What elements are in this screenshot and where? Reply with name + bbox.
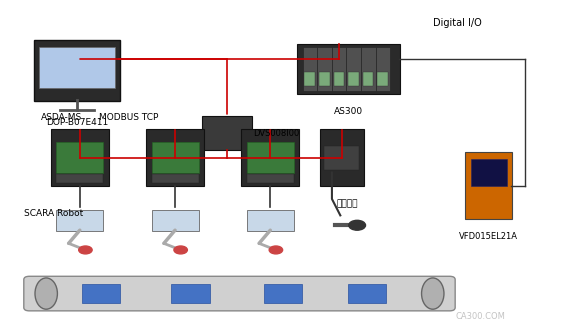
- FancyBboxPatch shape: [221, 139, 225, 143]
- FancyBboxPatch shape: [263, 284, 302, 303]
- Circle shape: [348, 220, 365, 230]
- FancyBboxPatch shape: [247, 142, 294, 173]
- FancyBboxPatch shape: [202, 116, 252, 150]
- FancyBboxPatch shape: [247, 210, 294, 231]
- FancyBboxPatch shape: [208, 139, 212, 143]
- FancyBboxPatch shape: [361, 47, 376, 91]
- FancyBboxPatch shape: [363, 71, 373, 86]
- FancyBboxPatch shape: [151, 174, 199, 183]
- FancyBboxPatch shape: [227, 139, 232, 143]
- FancyBboxPatch shape: [320, 129, 364, 186]
- FancyBboxPatch shape: [56, 174, 104, 183]
- FancyBboxPatch shape: [34, 40, 120, 101]
- FancyBboxPatch shape: [376, 47, 390, 91]
- Text: SCARA Robot: SCARA Robot: [24, 209, 83, 218]
- Text: MODBUS TCP: MODBUS TCP: [100, 113, 159, 122]
- FancyBboxPatch shape: [146, 129, 204, 186]
- FancyBboxPatch shape: [151, 142, 199, 173]
- Text: VFD015EL21A: VFD015EL21A: [459, 232, 519, 241]
- Circle shape: [269, 246, 283, 254]
- Ellipse shape: [35, 278, 57, 309]
- FancyBboxPatch shape: [241, 129, 300, 186]
- FancyBboxPatch shape: [318, 47, 332, 91]
- FancyBboxPatch shape: [247, 174, 294, 183]
- FancyBboxPatch shape: [377, 71, 388, 86]
- FancyBboxPatch shape: [297, 43, 400, 94]
- FancyBboxPatch shape: [347, 284, 386, 303]
- Text: ASDA-MS: ASDA-MS: [41, 113, 82, 122]
- Circle shape: [79, 246, 92, 254]
- FancyBboxPatch shape: [324, 146, 359, 170]
- FancyBboxPatch shape: [305, 71, 315, 86]
- FancyBboxPatch shape: [24, 276, 455, 311]
- FancyBboxPatch shape: [241, 139, 245, 143]
- Text: DOP-B07E411: DOP-B07E411: [46, 118, 108, 127]
- FancyBboxPatch shape: [471, 159, 507, 186]
- Text: AS300: AS300: [334, 107, 363, 116]
- FancyBboxPatch shape: [465, 152, 512, 219]
- FancyBboxPatch shape: [51, 129, 109, 186]
- FancyBboxPatch shape: [171, 284, 210, 303]
- FancyBboxPatch shape: [39, 47, 114, 88]
- Ellipse shape: [422, 278, 444, 309]
- FancyBboxPatch shape: [346, 47, 361, 91]
- FancyBboxPatch shape: [332, 47, 346, 91]
- Circle shape: [174, 246, 187, 254]
- FancyBboxPatch shape: [348, 71, 359, 86]
- FancyBboxPatch shape: [82, 284, 120, 303]
- FancyBboxPatch shape: [234, 139, 239, 143]
- FancyBboxPatch shape: [56, 142, 104, 173]
- Text: DVS008I00: DVS008I00: [253, 128, 300, 137]
- FancyBboxPatch shape: [303, 47, 318, 91]
- FancyBboxPatch shape: [319, 71, 330, 86]
- FancyBboxPatch shape: [151, 210, 199, 231]
- FancyBboxPatch shape: [334, 71, 344, 86]
- FancyBboxPatch shape: [215, 139, 219, 143]
- Text: Digital I/O: Digital I/O: [433, 18, 481, 28]
- FancyBboxPatch shape: [56, 210, 104, 231]
- Text: CA300.COM: CA300.COM: [455, 312, 505, 321]
- Text: 視覺模組: 視覺模組: [337, 199, 358, 208]
